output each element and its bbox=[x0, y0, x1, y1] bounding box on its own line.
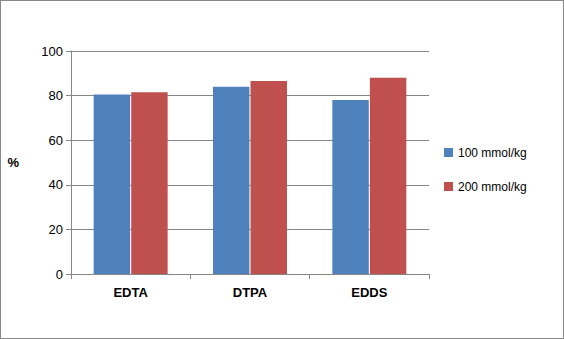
svg-text:DTPA: DTPA bbox=[233, 285, 268, 300]
svg-text:EDTA: EDTA bbox=[113, 285, 148, 300]
svg-text:0: 0 bbox=[56, 267, 63, 282]
svg-text:100 mmol/kg: 100 mmol/kg bbox=[458, 146, 527, 160]
svg-text:60: 60 bbox=[49, 133, 63, 148]
svg-text:EDDS: EDDS bbox=[351, 285, 387, 300]
svg-text:200 mmol/kg: 200 mmol/kg bbox=[458, 180, 527, 194]
svg-text:%: % bbox=[7, 155, 19, 170]
svg-text:100: 100 bbox=[41, 44, 63, 59]
svg-text:40: 40 bbox=[49, 177, 63, 192]
svg-text:80: 80 bbox=[49, 88, 63, 103]
svg-text:20: 20 bbox=[49, 222, 63, 237]
